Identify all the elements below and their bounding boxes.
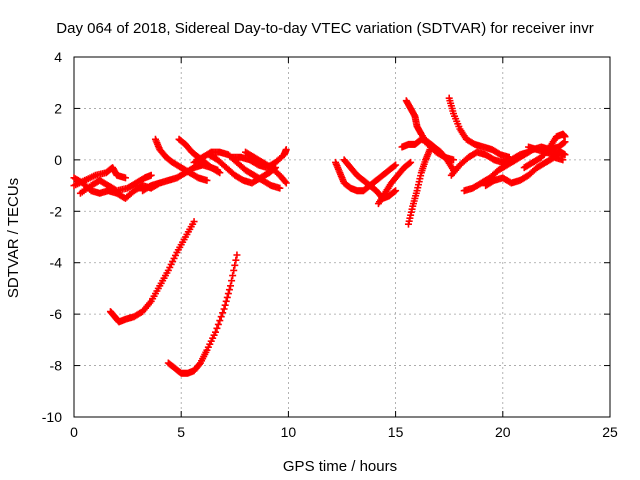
data-point — [216, 317, 224, 325]
y-tick-label: 2 — [54, 100, 62, 116]
data-point — [233, 251, 241, 259]
series-arc-10 — [242, 148, 290, 187]
x-tick-labels: 0 5 10 15 20 25 — [70, 424, 618, 440]
x-axis-label: GPS time / hours — [283, 458, 397, 475]
data-point — [213, 324, 221, 332]
y-axis-label: SDTVAR / TECUs — [5, 178, 22, 298]
data-point — [190, 218, 198, 226]
data-point — [232, 256, 240, 264]
data-point — [222, 297, 230, 305]
data-point — [214, 320, 222, 328]
x-tick-label: 15 — [388, 424, 404, 440]
data-point — [391, 188, 399, 196]
x-tick-label: 25 — [602, 424, 618, 440]
series-arc-17 — [404, 146, 434, 228]
data-point — [559, 156, 567, 164]
series-arc-07 — [190, 148, 284, 192]
data-point — [212, 328, 220, 336]
data-point — [281, 178, 289, 186]
series-arc-02 — [70, 164, 129, 190]
data-point — [220, 305, 228, 313]
data-point — [561, 133, 569, 141]
data-point — [560, 139, 568, 147]
data-point — [214, 166, 222, 174]
series-arc-24 — [525, 143, 569, 159]
data-points — [70, 94, 569, 377]
series-arc-19 — [445, 94, 513, 161]
data-point — [561, 151, 569, 159]
data-point — [406, 159, 414, 167]
data-point — [228, 277, 236, 285]
series-arc-20 — [447, 148, 533, 179]
data-point — [407, 158, 415, 166]
series-arc-18 — [398, 135, 457, 174]
series-arc-12 — [164, 251, 241, 377]
data-point — [221, 301, 229, 309]
data-point — [223, 293, 231, 301]
series-arc-11 — [106, 218, 198, 326]
data-point — [391, 162, 399, 170]
data-point — [217, 313, 225, 321]
axis-ticks — [73, 56, 611, 418]
data-point — [229, 272, 237, 280]
data-point — [147, 171, 155, 179]
y-tick-label: -2 — [50, 203, 63, 219]
data-point — [231, 261, 239, 269]
data-point — [224, 290, 232, 298]
data-point — [227, 282, 235, 290]
y-tick-label: 0 — [54, 152, 62, 168]
data-point — [276, 184, 284, 192]
x-tick-label: 5 — [177, 424, 185, 440]
data-point — [449, 156, 457, 164]
x-tick-label: 0 — [70, 424, 78, 440]
data-point — [219, 309, 227, 317]
data-point — [282, 146, 290, 154]
data-point — [121, 174, 129, 182]
series-arc-03 — [76, 171, 155, 197]
y-tick-label: 4 — [54, 49, 62, 65]
y-tick-label: -8 — [50, 358, 63, 374]
y-tick-label: -6 — [50, 306, 63, 322]
y-tick-label: -10 — [42, 409, 62, 425]
data-point — [426, 146, 434, 154]
data-point — [225, 286, 233, 294]
data-point — [392, 161, 400, 169]
grid-lines — [74, 57, 610, 417]
series-arc-06 — [175, 135, 222, 174]
series-arc-14 — [340, 156, 400, 202]
series-arc-05 — [151, 135, 211, 184]
x-tick-label: 20 — [495, 424, 511, 440]
y-tick-label: -4 — [50, 255, 63, 271]
data-point — [282, 179, 290, 187]
y-tick-labels: -10 -8 -6 -4 -2 0 2 4 — [42, 49, 62, 425]
data-point — [392, 187, 400, 195]
data-point — [230, 266, 238, 274]
chart-title: Day 064 of 2018, Sidereal Day-to-day VTE… — [56, 20, 593, 37]
plot-frame — [73, 56, 611, 418]
series-arc-15 — [374, 158, 415, 208]
x-tick-label: 10 — [281, 424, 297, 440]
data-point — [203, 176, 211, 184]
